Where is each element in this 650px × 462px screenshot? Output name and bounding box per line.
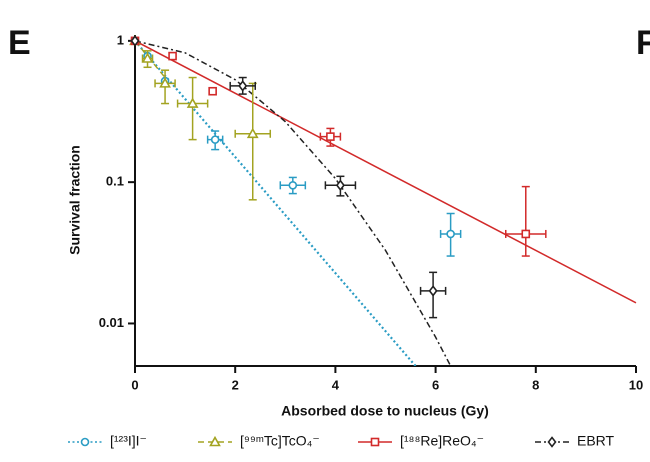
- legend-label: [¹⁸⁸Re]ReO₄⁻: [400, 433, 484, 449]
- marker: [209, 435, 221, 447]
- panel-label: E: [8, 24, 31, 62]
- y-axis-label: Survival fraction: [67, 145, 83, 255]
- legend: [¹²³I]I⁻ [⁹⁹ᵐTc]TcO₄⁻ [¹⁸⁸Re]ReO₄⁻ EBRT: [68, 433, 615, 449]
- plot: 0.010.110 2 4 6 8 10: [99, 32, 644, 392]
- marker: [246, 127, 259, 139]
- marker: [547, 436, 557, 448]
- y-tick-label: 0.01: [99, 315, 124, 330]
- fit-line: [135, 40, 637, 304]
- points: [129, 34, 547, 319]
- panel-label: F: [636, 24, 650, 62]
- marker: [446, 229, 455, 239]
- x-tick-label: 8: [532, 377, 539, 392]
- marker: [326, 132, 335, 141]
- fit-line: [135, 40, 417, 366]
- fit-line: [135, 40, 452, 366]
- x-tick-label: 2: [232, 377, 239, 392]
- x-axis-label: Absorbed dose to nucleus (Gy): [281, 403, 489, 419]
- marker: [141, 52, 154, 63]
- marker: [186, 97, 199, 108]
- legend-label: EBRT: [577, 433, 615, 449]
- marker: [335, 179, 345, 192]
- y-tick-label: 0.1: [106, 174, 124, 189]
- x-tick-label: 6: [432, 377, 439, 392]
- marker: [208, 86, 217, 96]
- legend-label: [¹²³I]I⁻: [110, 433, 147, 449]
- x-tick-label: 0: [131, 377, 138, 392]
- legend-label: [⁹⁹ᵐTc]TcO₄⁻: [240, 433, 320, 449]
- marker: [159, 77, 171, 88]
- marker: [521, 229, 531, 239]
- marker: [370, 437, 380, 447]
- x-tick-label: 4: [332, 377, 340, 392]
- y-tick-label: 1: [117, 32, 124, 47]
- marker: [238, 80, 248, 92]
- marker: [168, 51, 177, 61]
- marker: [428, 285, 438, 297]
- marker: [80, 437, 90, 447]
- marker: [210, 135, 220, 144]
- marker: [288, 181, 298, 190]
- x-tick-label: 10: [629, 377, 643, 392]
- marker: [130, 35, 140, 47]
